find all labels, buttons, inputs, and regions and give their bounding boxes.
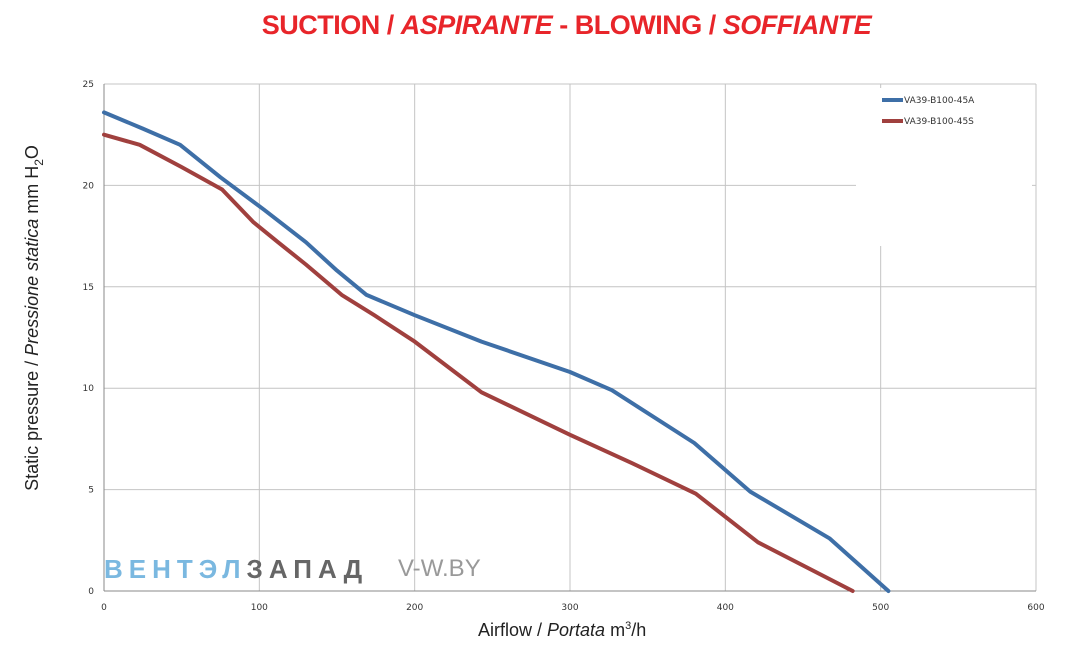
- y-tick-label: 0: [88, 587, 94, 597]
- y-axis-label: Static pressure / Pressione statica mm H…: [22, 145, 46, 491]
- x-tick-label: 600: [1027, 603, 1044, 613]
- series-lines: [102, 110, 891, 593]
- x-tick-label: 0: [101, 603, 107, 613]
- x-axis-label: Airflow / Portata m3/h: [478, 620, 647, 640]
- watermark-url: V-W.BY: [398, 555, 481, 582]
- watermark-logo: ВЕНТЭЛЗАПАД: [104, 554, 369, 584]
- x-tick-label: 500: [872, 603, 889, 613]
- chart-axes: [103, 84, 1036, 592]
- legend: VA39-B100-45A VA39-B100-45S: [856, 88, 1032, 246]
- series-line-2: [102, 132, 855, 593]
- y-tick-label: 10: [83, 384, 95, 394]
- legend-label-1: VA39-B100-45A: [904, 96, 975, 106]
- x-tick-label: 100: [251, 603, 268, 613]
- y-tick-label: 15: [83, 283, 94, 293]
- y-tick-label: 20: [83, 181, 95, 191]
- tick-labels: 0 100 200 300 400 500 600 0 5 10 15 20 25: [83, 80, 1045, 613]
- series-line-1: [102, 110, 891, 593]
- x-tick-label: 200: [406, 603, 423, 613]
- y-tick-label: 25: [83, 80, 94, 90]
- chart-title: SUCTION / ASPIRANTE - BLOWING / SOFFIANT…: [261, 10, 872, 40]
- legend-label-2: VA39-B100-45S: [904, 117, 974, 127]
- x-tick-label: 400: [717, 603, 734, 613]
- x-tick-label: 300: [561, 603, 578, 613]
- y-tick-label: 5: [88, 486, 94, 496]
- legend-box: [856, 88, 1032, 246]
